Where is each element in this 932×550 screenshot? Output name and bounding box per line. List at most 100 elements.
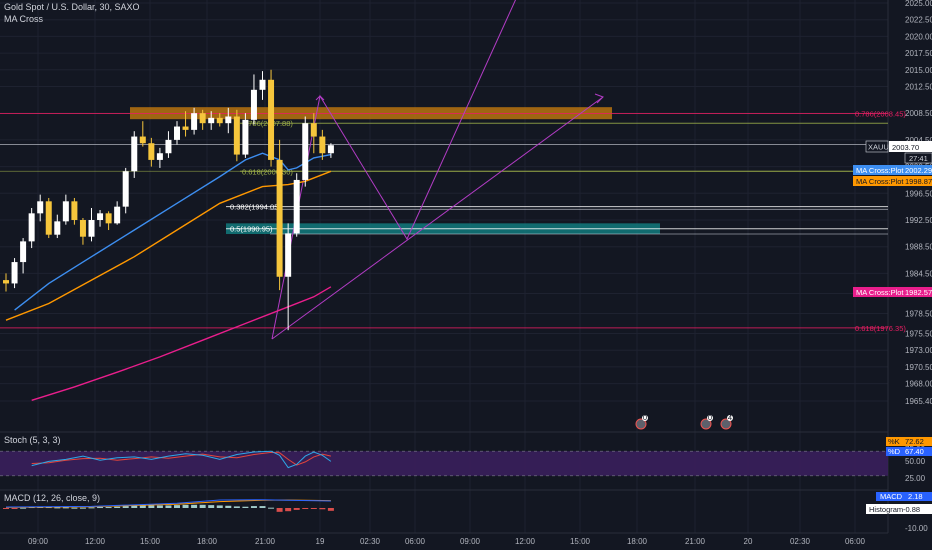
price-tick: 1992.50 — [905, 216, 932, 225]
fib-label: 0.786(2008.45) — [855, 110, 906, 119]
price-tick: 1970.50 — [905, 363, 932, 372]
indicator-title[interactable]: MA Cross — [4, 14, 44, 24]
macd-histogram-bar — [242, 506, 249, 508]
stoch-d-label: %D — [888, 447, 901, 456]
time-tick: 09:00 — [28, 537, 49, 546]
macd-histogram-bar — [233, 506, 240, 508]
candle-body — [45, 201, 52, 235]
fib-label: 0.382(1994.05) — [230, 203, 281, 212]
ma-tag — [853, 287, 932, 297]
macd-line — [5, 499, 331, 508]
event-flag-icon — [635, 418, 647, 430]
candle-body — [156, 153, 163, 160]
symbol-tag-label: XAUUSD — [868, 143, 900, 152]
candle-body — [276, 159, 283, 277]
stoch-k-tag — [886, 437, 932, 446]
macd-histogram-bar — [3, 508, 9, 509]
time-tick: 15:00 — [570, 537, 591, 546]
time-tick: 19 — [316, 537, 325, 546]
trend-arrow — [594, 93, 604, 104]
macd-histogram-bar — [139, 505, 146, 508]
time-tick: 18:00 — [627, 537, 648, 546]
event-flag-icon — [700, 418, 712, 430]
drawings[interactable] — [271, 0, 604, 340]
candle-body — [250, 89, 257, 120]
price-tick: 1984.50 — [905, 269, 932, 278]
candle-body — [54, 221, 61, 235]
event-count: 0 — [643, 413, 647, 422]
price-tick: 1968.00 — [905, 380, 932, 389]
event-flag-icon — [720, 418, 732, 430]
candle-body — [79, 220, 86, 237]
price-tick: 1965.40 — [905, 397, 932, 406]
last-price-value: 2003.70 — [892, 143, 919, 152]
stoch-k-value: 72.62 — [905, 437, 924, 446]
macd-tag — [876, 492, 932, 501]
candle-body — [208, 117, 215, 124]
macd-histogram-bar — [165, 505, 172, 508]
macd-histogram-bar — [302, 508, 309, 509]
candle-body — [71, 201, 78, 221]
macd-histogram-bar — [225, 505, 232, 508]
macd-histogram-bar — [156, 505, 163, 508]
macd-histogram-bar — [79, 507, 86, 509]
symbol-title[interactable]: Gold Spot / U.S. Dollar, 30, SAXO — [4, 2, 140, 12]
stoch-title[interactable]: Stoch (5, 3, 3) — [4, 435, 61, 445]
candle-body — [182, 126, 189, 130]
macd-title[interactable]: MACD (12, 26, close, 9) — [4, 493, 101, 503]
time-axis[interactable]: 09:00 12:00 15:00 18:00 21:00 19 02:30 06:00 09:… — [28, 537, 866, 546]
candle-body — [319, 136, 326, 154]
trend-line — [271, 96, 604, 340]
macd-histogram-bar — [122, 506, 129, 508]
fib-label: 0.5(1990.95) — [230, 225, 273, 234]
fib-levels: 0.786(2008.45) 0.786(2007.88) 0.618(2000.3… — [0, 110, 906, 333]
last-price-tag — [889, 141, 932, 152]
candle-body — [293, 179, 300, 234]
candle-body — [302, 123, 309, 180]
candle-body — [174, 126, 180, 140]
candle-body — [285, 233, 292, 277]
price-tick: 2022.50 — [905, 16, 932, 25]
event-count-badge — [707, 415, 713, 421]
price-tick: 1988.50 — [905, 243, 932, 252]
macd-histogram-bar — [11, 508, 18, 509]
price-axis[interactable]: 2025.00 2022.50 2020.00 2017.50 2015.00 2012.… — [905, 0, 932, 406]
stoch-band — [0, 451, 888, 476]
candle-body — [268, 79, 275, 160]
macd-histogram-bar — [62, 507, 69, 509]
candle-body — [3, 280, 9, 284]
candle-body — [131, 136, 138, 172]
candle-body — [122, 171, 129, 207]
price-tick: 2012.50 — [905, 82, 932, 91]
macd-histogram-bar — [293, 508, 300, 510]
candle-body — [20, 241, 27, 263]
macd-tag-label: MACD — [880, 492, 903, 501]
macd-histogram-bar — [259, 506, 266, 508]
stoch-k-line — [31, 450, 332, 469]
candle-body — [114, 206, 121, 224]
time-tick: 20 — [744, 537, 753, 546]
time-tick: 12:00 — [515, 537, 536, 546]
price-tick: 1973.00 — [905, 346, 932, 355]
macd-histogram-bar — [191, 504, 198, 508]
price-tick: 1996.50 — [905, 189, 932, 198]
macd-histogram-bar — [276, 508, 283, 512]
candle-body — [97, 213, 104, 221]
candle-body — [327, 145, 334, 154]
abcd-pattern — [271, 0, 517, 340]
candle-body — [242, 119, 249, 155]
macd-tag-value: 2.18 — [908, 492, 923, 501]
time-tick: 21:00 — [255, 537, 276, 546]
macd-histogram-bar — [20, 507, 27, 509]
time-tick: 09:00 — [460, 537, 481, 546]
price-tick: 1975.50 — [905, 330, 932, 339]
price-tick: 1978.50 — [905, 309, 932, 318]
time-tick: 02:30 — [360, 537, 381, 546]
price-tick: 2004.50 — [905, 136, 932, 145]
ma-fast-line — [14, 152, 332, 311]
event-markers[interactable]: 0 0 4 — [635, 413, 733, 430]
candle-body — [191, 113, 198, 130]
time-tick: 18:00 — [197, 537, 218, 546]
